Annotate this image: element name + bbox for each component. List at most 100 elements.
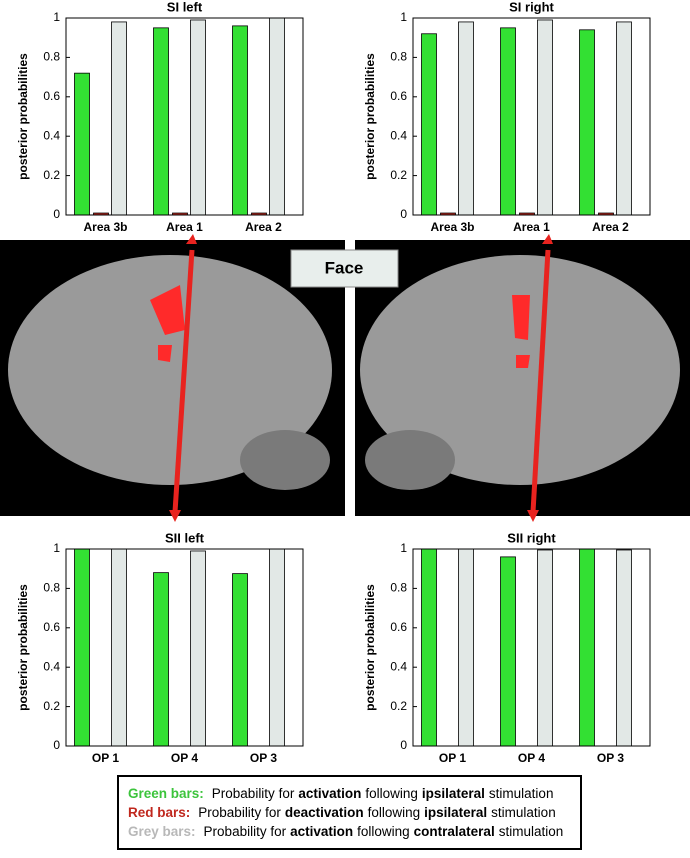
x-tick-label: Area 1: [513, 220, 550, 234]
y-tick-label: 0.4: [390, 659, 407, 673]
chart-title: SII left: [165, 530, 205, 545]
bar: [458, 548, 474, 747]
bar: [269, 17, 285, 216]
axes-box: [65, 17, 304, 216]
legend-row: Red bars: Probability for deactivation foll…: [128, 805, 556, 820]
y-tick-label: 1: [400, 541, 407, 555]
brain-right: [360, 255, 680, 485]
legend-text: stimulation: [499, 824, 564, 839]
y-tick-label: 0.2: [390, 168, 407, 182]
bar: [232, 573, 248, 747]
legend-key: Red bars:: [128, 805, 190, 820]
bar: [458, 21, 474, 216]
legend-text: following: [357, 824, 410, 839]
y-tick-label: 0.2: [43, 699, 60, 713]
y-tick-label: 0.8: [43, 581, 60, 595]
chart-title: SII right: [507, 530, 556, 545]
bar: [232, 25, 248, 216]
y-tick-label: 0.8: [390, 581, 407, 595]
x-tick-label: Area 1: [166, 220, 203, 234]
y-tick-label: 0.6: [43, 620, 60, 634]
face-box: [290, 249, 399, 288]
x-tick-label: OP 3: [250, 751, 277, 765]
arrow-left: [172, 249, 195, 513]
y-axis-label: posterior probabilities: [16, 53, 30, 180]
x-tick-label: OP 1: [439, 751, 466, 765]
arrow-right: [530, 249, 551, 513]
y-tick-label: 0.6: [43, 89, 60, 103]
legend-text: Probability for: [204, 824, 287, 839]
y-tick-label: 0: [53, 207, 60, 221]
x-tick-label: Area 2: [592, 220, 629, 234]
bar: [74, 72, 90, 216]
bar: [111, 548, 127, 747]
bar: [190, 19, 206, 216]
x-tick-label: Area 3b: [83, 220, 127, 234]
x-tick-label: OP 1: [92, 751, 119, 765]
legend-text: stimulation: [491, 805, 556, 820]
legend-key: Grey bars:: [128, 824, 196, 839]
y-tick-label: 0: [400, 738, 407, 752]
y-axis-label: posterior probabilities: [363, 53, 377, 180]
legend-text: activation: [298, 786, 361, 801]
bar: [537, 19, 553, 216]
bar: [153, 572, 169, 747]
bar: [269, 548, 285, 747]
y-axis-label: posterior probabilities: [16, 584, 30, 711]
legend-text: Probability for: [198, 805, 281, 820]
bar: [616, 549, 632, 747]
bar: [500, 556, 516, 747]
legend-text: deactivation: [285, 805, 364, 820]
legend-key: Green bars:: [128, 786, 204, 801]
legend-box: [117, 775, 582, 850]
y-tick-label: 1: [400, 10, 407, 24]
y-axis-label: posterior probabilities: [363, 584, 377, 711]
x-tick-label: OP 4: [518, 751, 545, 765]
legend-row: Green bars: Probability for activation foll…: [128, 786, 553, 801]
legend-text: activation: [290, 824, 353, 839]
y-tick-label: 0.2: [43, 168, 60, 182]
axes-box: [412, 548, 651, 747]
brain-left: [8, 255, 332, 485]
axes-box: [65, 548, 304, 747]
y-tick-label: 0: [53, 738, 60, 752]
x-tick-label: OP 3: [597, 751, 624, 765]
x-tick-label: Area 2: [245, 220, 282, 234]
y-tick-label: 0.4: [390, 128, 407, 142]
y-tick-label: 1: [53, 10, 60, 24]
cerebellum-right: [365, 430, 455, 490]
y-tick-label: 0.4: [43, 659, 60, 673]
x-tick-label: OP 4: [171, 751, 198, 765]
bar: [190, 550, 206, 747]
bar: [421, 548, 437, 747]
legend-text: following: [368, 805, 421, 820]
y-tick-label: 0.6: [390, 620, 407, 634]
brain-images: Face: [0, 234, 690, 522]
bar: [74, 548, 90, 747]
bar: [500, 27, 516, 216]
activation-left: [150, 285, 185, 362]
bar: [421, 33, 437, 216]
legend-row: Grey bars: Probability for activation follo…: [128, 824, 563, 839]
legend-text: contralateral: [414, 824, 495, 839]
legend-text: Probability for: [212, 786, 295, 801]
chart-title: SI right: [509, 0, 554, 14]
y-tick-label: 0: [400, 207, 407, 221]
face-label: Face: [325, 258, 364, 277]
legend-text: ipsilateral: [424, 805, 487, 820]
bar: [579, 29, 595, 216]
bar: [153, 27, 169, 216]
x-tick-label: Area 3b: [430, 220, 474, 234]
bar: [579, 548, 595, 747]
axes-box: [412, 17, 651, 216]
legend-text: stimulation: [489, 786, 554, 801]
legend-text: following: [365, 786, 418, 801]
y-tick-label: 0.2: [390, 699, 407, 713]
y-tick-label: 0.6: [390, 89, 407, 103]
bar: [111, 21, 127, 216]
y-tick-label: 1: [53, 541, 60, 555]
y-tick-label: 0.4: [43, 128, 60, 142]
y-tick-label: 0.8: [43, 50, 60, 64]
chart-title: SI left: [167, 0, 203, 14]
